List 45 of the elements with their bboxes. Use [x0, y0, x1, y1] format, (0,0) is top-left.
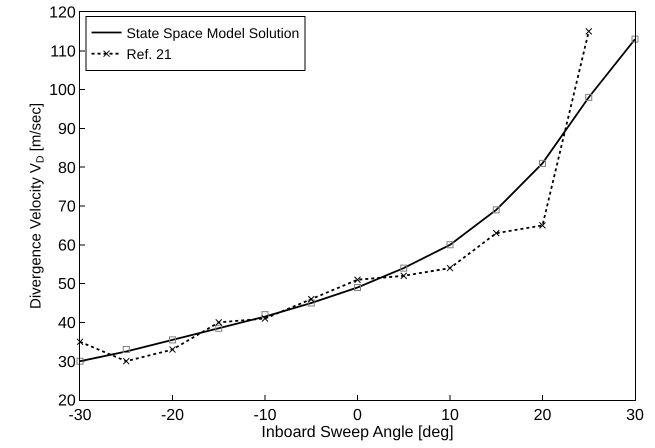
- y-tick-label: 110: [50, 43, 76, 60]
- point: [446, 264, 454, 272]
- x-tick-label: 0: [353, 407, 362, 424]
- point: [262, 315, 268, 322]
- point: [354, 276, 361, 284]
- point: [400, 272, 408, 280]
- point: [262, 311, 268, 318]
- point: [122, 346, 130, 354]
- point: [539, 160, 546, 167]
- point: [446, 241, 454, 248]
- y-tick-label: 30: [58, 354, 76, 371]
- x-tick-label: -10: [253, 407, 277, 424]
- point: [169, 336, 176, 344]
- point: [76, 338, 84, 346]
- legend-label: State Space Model Solution: [126, 24, 300, 41]
- point: [215, 318, 222, 326]
- point: [632, 36, 638, 43]
- y-tick-label: 50: [58, 276, 76, 294]
- x-tick-label: -30: [68, 407, 92, 424]
- point: [400, 264, 408, 272]
- point: [308, 296, 315, 303]
- y-tick-label: 90: [58, 121, 76, 138]
- point: [492, 206, 500, 214]
- x-tick-label: -20: [160, 407, 184, 424]
- point: [585, 28, 592, 35]
- y-tick-label: 40: [58, 315, 76, 332]
- x-tick-label: 30: [626, 407, 644, 424]
- point: [215, 324, 222, 332]
- y-tick-label: 70: [58, 198, 76, 216]
- y-tick-label: 80: [58, 160, 76, 177]
- y-tick-label: 20: [58, 392, 76, 410]
- y-tick-label: 60: [58, 237, 76, 254]
- point: [354, 284, 361, 291]
- y-tick-label: 120: [49, 4, 76, 22]
- point: [169, 346, 176, 354]
- y-tick-label: 100: [49, 82, 76, 100]
- x-axis-title: Inboard Sweep Angle [deg]: [261, 424, 454, 442]
- x-tick-label: 10: [441, 407, 459, 424]
- point: [539, 222, 546, 229]
- point: [308, 300, 315, 306]
- x-tick-label: 20: [534, 407, 552, 424]
- legend-label: Ref. 21: [126, 46, 172, 62]
- point: [585, 94, 592, 101]
- point: [492, 230, 500, 237]
- point: [122, 358, 130, 365]
